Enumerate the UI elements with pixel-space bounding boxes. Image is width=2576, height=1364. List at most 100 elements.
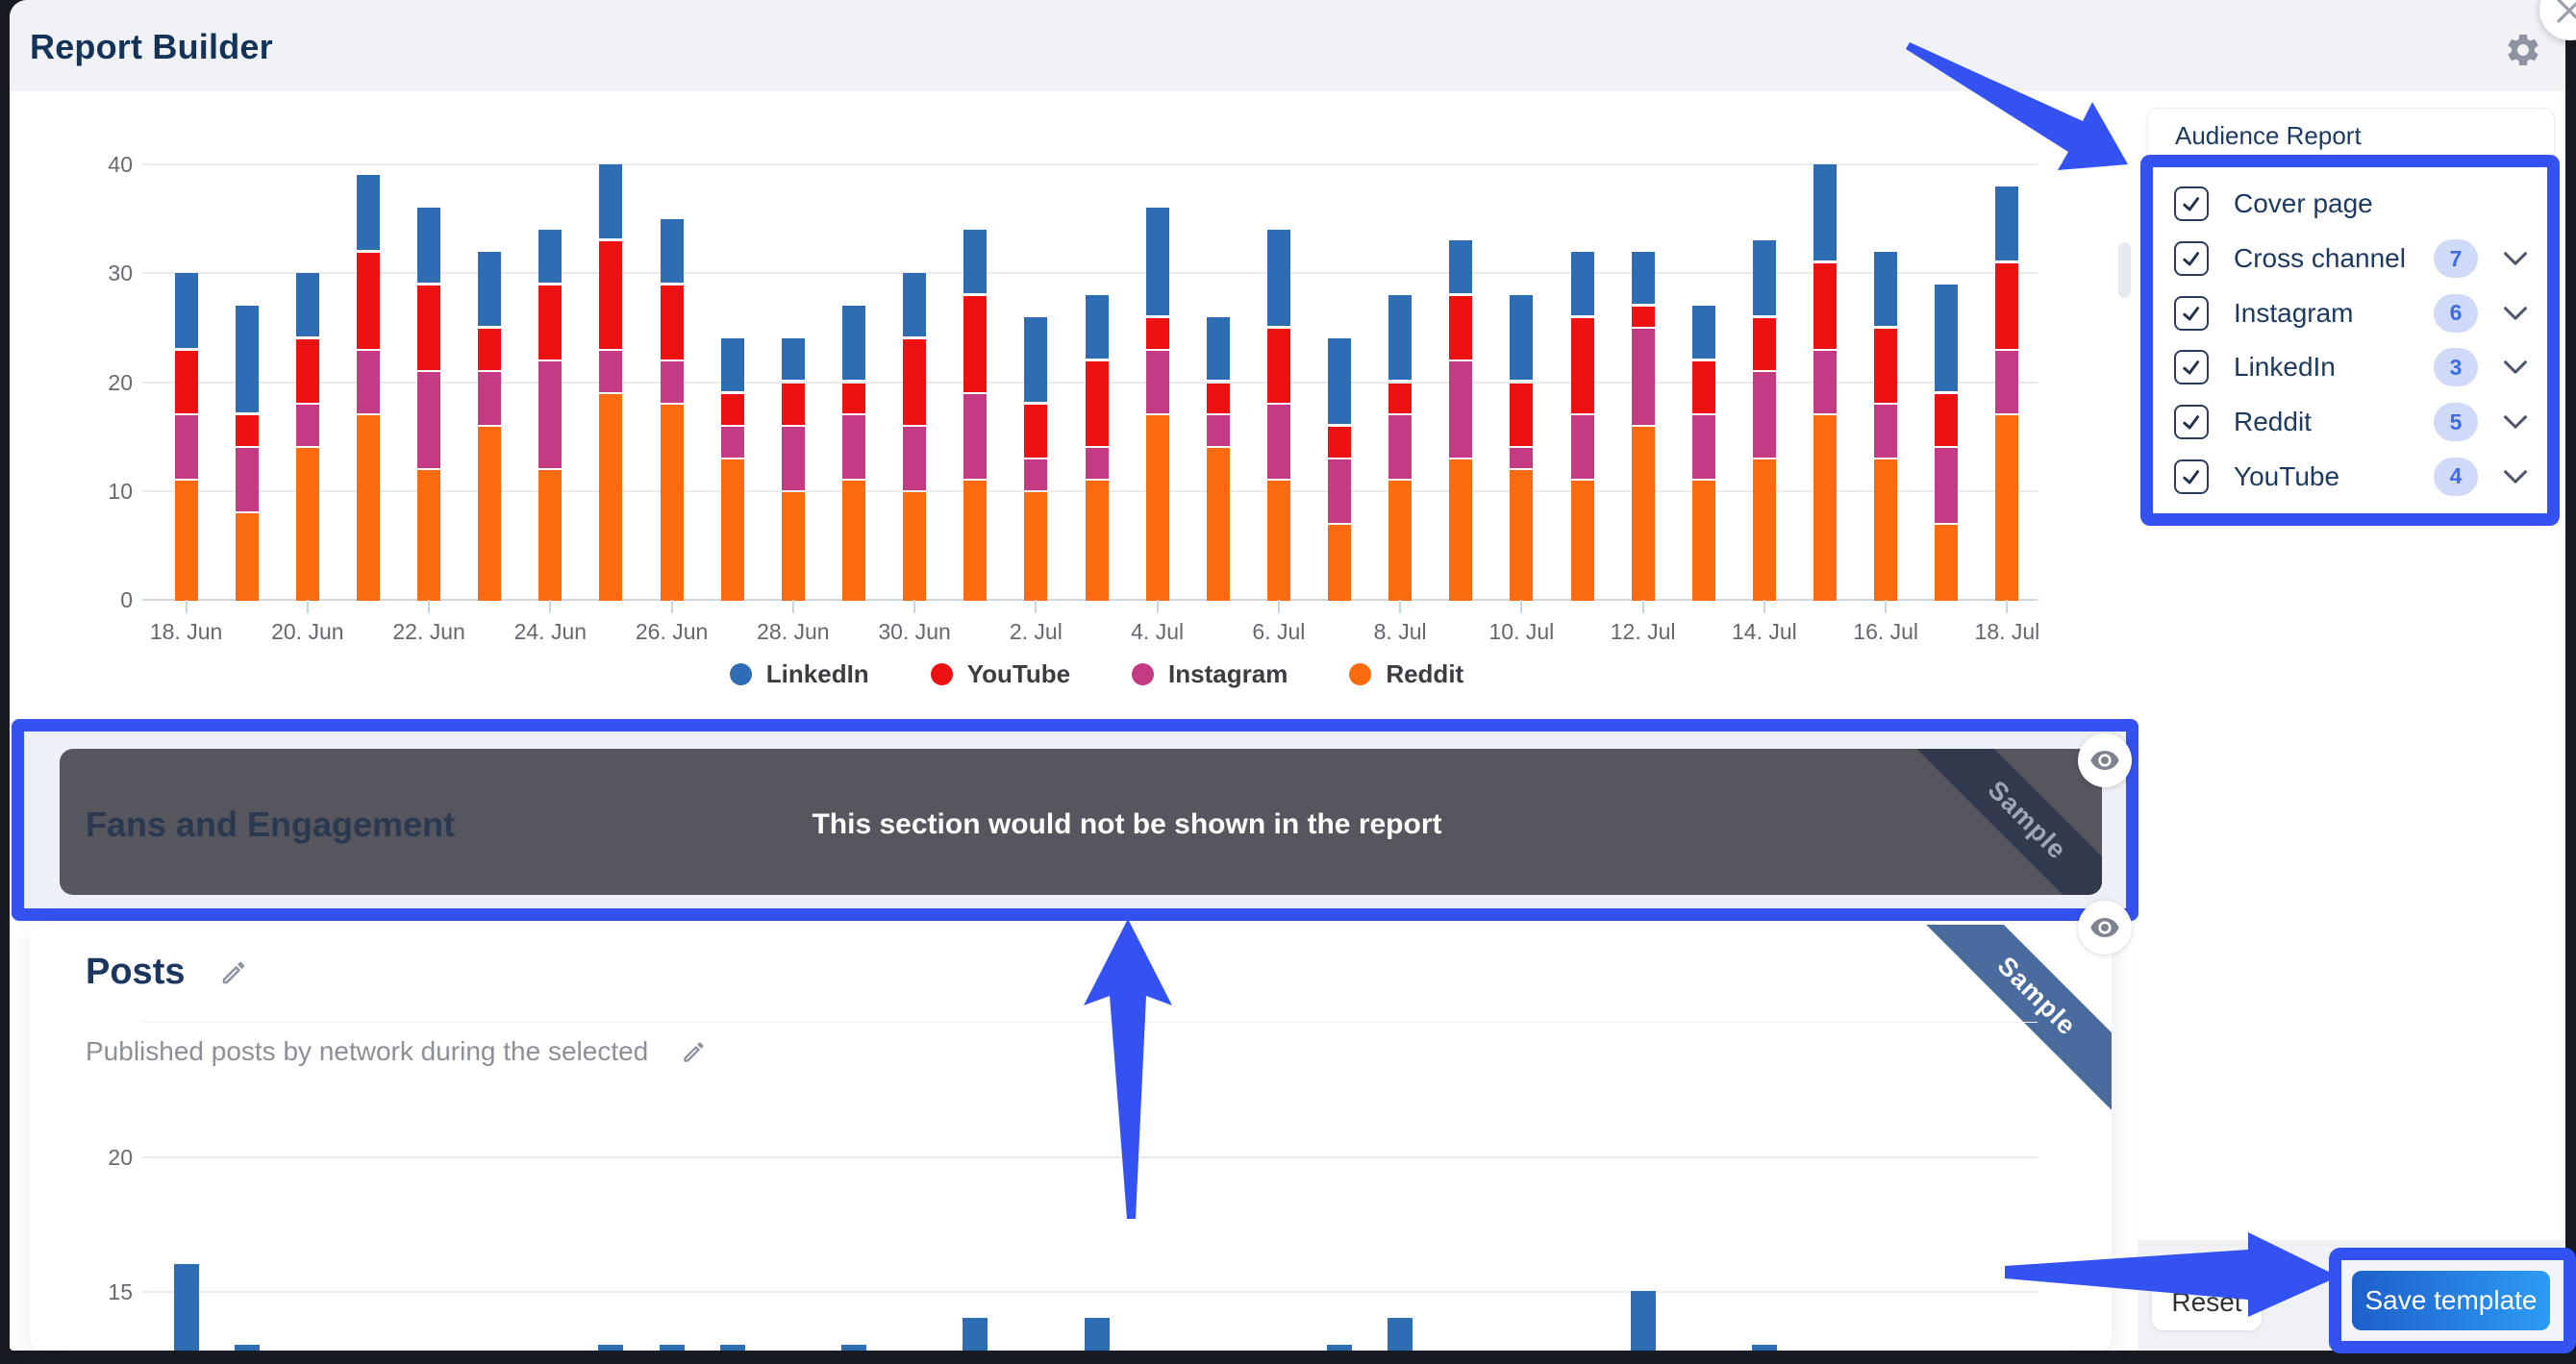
bar-segment-instagram (660, 360, 684, 404)
checkbox-checked[interactable] (2174, 186, 2209, 222)
chevron-down-icon[interactable] (2501, 414, 2530, 430)
sidebar-item-linkedin: LinkedIn 3 (2174, 340, 2530, 395)
bar-segment-instagram (781, 426, 805, 490)
bar-segment-instagram (1206, 415, 1230, 447)
save-template-button[interactable]: Save template (2352, 1271, 2550, 1330)
edit-pencil-icon[interactable] (681, 1039, 707, 1065)
scrollbar-thumb[interactable] (2118, 242, 2131, 298)
legend-dot (1349, 663, 1372, 685)
bar-segment-instagram (1145, 350, 1169, 414)
bar-segment-youtube (1813, 262, 1838, 349)
bar-segment-reddit (963, 481, 988, 601)
x-axis-tick (2006, 600, 2009, 613)
legend-item-youtube[interactable]: YouTube (930, 659, 1070, 689)
bar-segment-linkedin (1145, 208, 1169, 315)
edit-pencil-icon[interactable] (219, 958, 248, 987)
bar-segment-youtube (417, 285, 441, 371)
x-axis-tick-label: 26. Jun (635, 619, 709, 644)
checkbox-checked[interactable] (2174, 295, 2209, 331)
page-title: Report Builder (30, 27, 273, 66)
x-axis-tick (1520, 600, 1523, 613)
bar-segment-reddit (1266, 481, 1290, 601)
sidebar-item-label: Instagram (2234, 297, 2354, 328)
bar-segment-reddit (660, 405, 684, 601)
bar-segment-youtube (1206, 383, 1230, 414)
bar-segment-reddit (1085, 481, 1109, 601)
eye-icon[interactable] (2078, 733, 2132, 787)
bar-segment-reddit (1874, 459, 1898, 601)
sample-ribbon-label: Sample (1905, 749, 2102, 895)
bar-segment-reddit (1691, 481, 1715, 601)
bar-segment-instagram (599, 350, 623, 392)
chevron-down-icon[interactable] (2501, 251, 2530, 266)
bar-segment-linkedin (356, 175, 380, 250)
bar-segment-linkedin (1328, 338, 1352, 424)
modal-header (10, 0, 2565, 91)
x-axis-tick (428, 600, 431, 613)
bar-segment-linkedin (1752, 240, 1776, 315)
legend-dot (1132, 663, 1155, 685)
checkbox-checked[interactable] (2174, 350, 2209, 385)
x-axis-tick (185, 600, 188, 613)
y-axis-tick-label: 40 (108, 152, 133, 177)
bar-segment-instagram (1874, 405, 1898, 458)
eye-icon[interactable] (2078, 901, 2132, 955)
bar-segment-reddit (1813, 415, 1838, 601)
bar-segment-instagram (963, 393, 988, 480)
posts-description-text: Published posts by network during the se… (86, 1036, 649, 1066)
x-axis-tick-label: 16. Jul (1853, 619, 1919, 644)
x-axis-tick (1641, 600, 1644, 613)
x-axis-tick (1156, 600, 1159, 613)
report-sections-list: Cover page Cross channel 7 Instagram 6 Linked… (2140, 155, 2560, 526)
legend-dot (930, 663, 953, 685)
bar-segment-reddit (538, 470, 563, 601)
bar-segment-linkedin (963, 229, 988, 293)
bar-segment-linkedin (781, 338, 805, 381)
bar-segment-linkedin (295, 273, 319, 337)
legend-label: Instagram (1168, 659, 1288, 688)
bar-segment-linkedin (1813, 164, 1838, 260)
bar-segment-instagram (1752, 372, 1776, 458)
bar-segment-youtube (1570, 317, 1594, 414)
audience-report-panel-header[interactable]: Audience Report (2147, 108, 2555, 163)
bar-segment-reddit (1206, 448, 1230, 601)
x-axis-tick (1399, 600, 1402, 613)
chevron-down-icon[interactable] (2501, 469, 2530, 484)
chevron-down-icon[interactable] (2501, 360, 2530, 375)
checkbox-checked[interactable] (2174, 459, 2209, 494)
fans-section-disabled-card[interactable]: Fans and Engagement This section would n… (60, 749, 2102, 895)
chevron-down-icon[interactable] (2501, 306, 2530, 321)
bar-segment-instagram (1510, 448, 1534, 469)
x-axis-tick-label: 12. Jul (1610, 619, 1676, 644)
bar-segment-instagram (1388, 415, 1413, 480)
fans-section-hidden-message: This section would not be shown in the r… (812, 808, 1442, 840)
bar-segment-instagram (1328, 459, 1352, 523)
audience-report-title: Audience Report (2175, 120, 2362, 150)
bar-segment-reddit (903, 491, 927, 601)
posts-section-card (30, 925, 2112, 1351)
bar-segment-instagram (903, 426, 927, 490)
legend-label: LinkedIn (765, 659, 869, 688)
fans-section-title: Fans and Engagement (86, 805, 456, 844)
bar-segment-youtube (1995, 262, 2019, 349)
x-axis-tick (791, 600, 794, 613)
y-axis-tick-label: 10 (108, 478, 133, 504)
reset-button[interactable]: Reset (2152, 1275, 2262, 1330)
bar-segment-instagram (1935, 448, 1959, 523)
legend-item-instagram[interactable]: Instagram (1132, 659, 1288, 689)
bar-segment-linkedin (174, 273, 198, 348)
bar-segment-reddit (1449, 459, 1473, 601)
checkbox-checked[interactable] (2174, 405, 2209, 440)
legend-item-linkedin[interactable]: LinkedIn (729, 659, 869, 689)
bar-segment-linkedin (1266, 229, 1290, 326)
bar-segment-linkedin (1024, 316, 1048, 403)
bar-segment-instagram (1813, 350, 1838, 414)
bar-segment-linkedin (1206, 316, 1230, 381)
sidebar-item-cross-channel: Cross channel 7 (2174, 232, 2530, 286)
bar-segment-linkedin (903, 273, 927, 337)
legend-item-reddit[interactable]: Reddit (1349, 659, 1463, 689)
bar-segment-instagram (356, 350, 380, 414)
checkbox-checked[interactable] (2174, 241, 2209, 276)
gear-icon[interactable] (2504, 31, 2546, 73)
bar-segment-instagram (1631, 328, 1655, 425)
